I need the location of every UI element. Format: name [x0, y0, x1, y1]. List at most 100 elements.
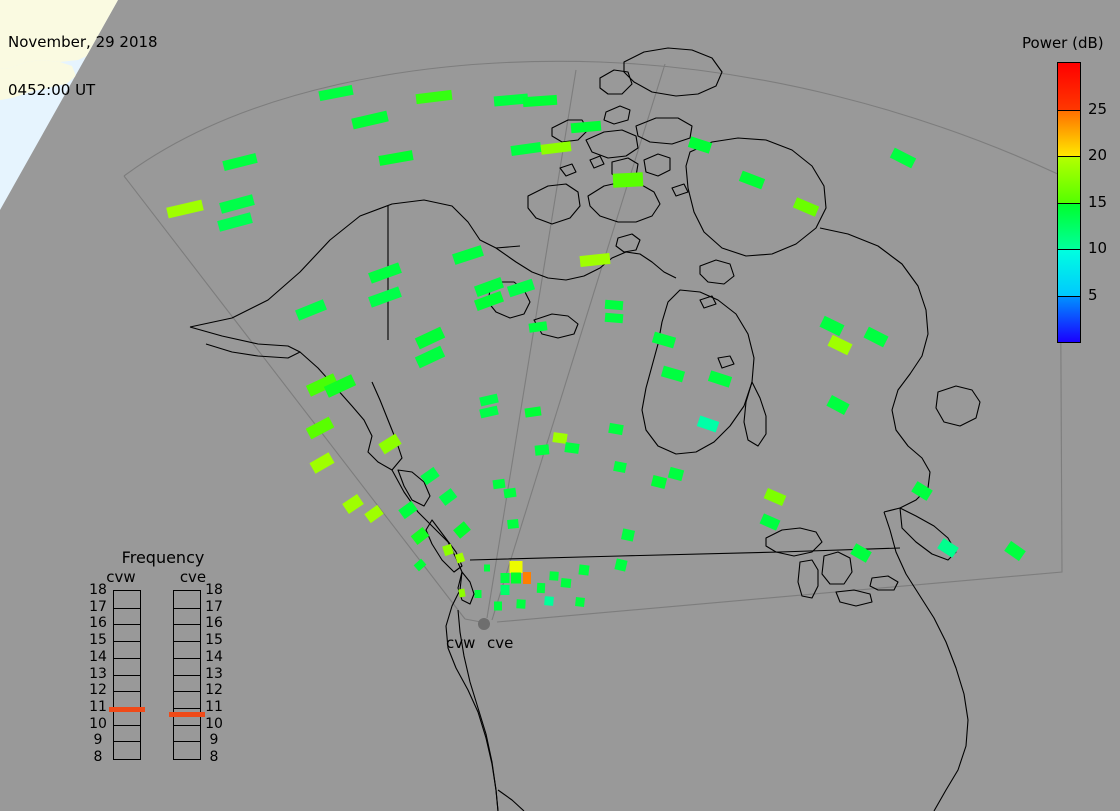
radar-cell	[323, 374, 357, 398]
border-49th-parallel	[469, 547, 901, 561]
radar-cell	[696, 415, 720, 433]
radar-cell	[398, 500, 418, 520]
radar-cell	[454, 552, 466, 564]
coast-small-isl-4	[699, 295, 717, 309]
radar-cell	[309, 452, 335, 474]
frequency-tick-17: 17	[205, 598, 223, 615]
frequency-gridline-16	[114, 624, 140, 626]
frequency-gridline-17	[114, 607, 140, 609]
radar-cell	[937, 538, 959, 558]
radar-station-marker	[478, 618, 490, 630]
frequency-gridline-13	[174, 674, 200, 676]
radar-cell	[564, 442, 580, 454]
radar-cell	[687, 136, 713, 154]
radar-cell	[614, 558, 628, 572]
frequency-tick-8: 8	[93, 749, 103, 765]
radar-cell	[166, 199, 204, 219]
timestamp-date: November, 29 2018	[8, 33, 158, 51]
colorbar-tick-labels: 25 20 15 10 5	[1088, 62, 1120, 343]
coast-axel-heiberg	[599, 69, 633, 95]
frequency-radar-name-cvw: cvw	[106, 568, 136, 586]
fov-cvw-west-edge	[123, 175, 466, 620]
coast-nwt-arctic	[495, 247, 677, 281]
coast-great-bear-lake	[487, 281, 531, 319]
radar-cell	[707, 370, 733, 388]
coast-ellesmere	[623, 47, 723, 97]
fov-boundaries	[123, 60, 1063, 623]
frequency-marker-cvw	[109, 706, 145, 712]
frequency-gridline-15	[174, 641, 200, 643]
radar-cell	[667, 466, 685, 482]
frequency-bar-cvw	[113, 590, 141, 760]
daylight-land-extra	[0, 60, 76, 102]
radar-cell	[738, 170, 766, 190]
coast-hudson-bay	[641, 289, 755, 455]
fov-cvw-bottom	[464, 618, 482, 623]
radar-cell	[511, 572, 521, 584]
frequency-tick-14: 14	[89, 648, 107, 665]
coast-bc-mainland	[391, 469, 499, 811]
fov-cvw-east-edge	[486, 69, 577, 619]
frequency-tick-16: 16	[205, 615, 223, 632]
colorbar-gradient-strip	[1057, 62, 1081, 343]
radar-cell	[827, 334, 853, 356]
radar-cell	[378, 150, 414, 166]
coast-king-william	[615, 233, 641, 253]
radar-cell	[492, 478, 506, 490]
radar-cell	[522, 94, 558, 108]
coast-newfoundland	[935, 385, 981, 427]
radar-cell	[474, 590, 482, 598]
colorbar-segment-5-10	[1058, 249, 1080, 296]
frequency-gridline-9	[174, 741, 200, 743]
frequency-tick-11: 11	[205, 698, 223, 715]
station-label-cve: cve	[487, 634, 514, 652]
station-label-cvw: cvw	[446, 634, 476, 652]
radar-cell	[415, 89, 453, 105]
radar-cell	[217, 212, 253, 232]
frequency-tick-12: 12	[89, 682, 107, 699]
radar-cell	[540, 141, 572, 155]
frequency-tick-13: 13	[205, 665, 223, 682]
colorbar-tick-20: 20	[1088, 146, 1108, 164]
coast-hudson-small	[717, 355, 735, 369]
radar-cell	[507, 518, 519, 530]
coast-bathurst-cornwallis	[603, 105, 631, 125]
radar-cell	[509, 561, 523, 573]
coast-lake-michigan	[797, 559, 819, 599]
radar-cell	[420, 466, 440, 486]
coast-victoria-island	[587, 181, 661, 223]
frequency-gridline-9	[114, 741, 140, 743]
colorbar-tick-15: 15	[1088, 192, 1108, 211]
coast-puget	[457, 571, 475, 605]
radar-cell	[479, 405, 499, 419]
radar-cell	[479, 393, 499, 407]
coast-bc-islands	[397, 469, 431, 507]
radar-cell	[911, 481, 933, 501]
frequency-tick-15: 15	[89, 632, 107, 649]
coast-lake-ontario	[869, 575, 899, 591]
frequency-tick-16: 16	[89, 615, 107, 632]
frequency-gridline-14	[114, 657, 140, 659]
coast-labrador	[819, 227, 931, 513]
radar-cell	[506, 278, 536, 298]
frequency-gridline-10	[114, 724, 140, 726]
radar-cell	[222, 153, 258, 171]
coast-small-isl-2	[589, 155, 605, 169]
frequency-gridline-11	[174, 707, 200, 709]
radar-cell	[414, 326, 446, 350]
radar-cell	[608, 422, 624, 436]
radar-cell	[305, 373, 339, 397]
coast-great-slave-lake	[533, 313, 579, 339]
coast-lake-huron	[821, 551, 853, 585]
radar-cell	[516, 599, 526, 609]
coast-james-bay	[743, 381, 767, 447]
fov-outer-arc	[123, 60, 1061, 177]
radar-cell	[438, 488, 458, 506]
frequency-legend-title: Frequency	[121, 548, 205, 567]
radar-cell	[613, 460, 627, 474]
radar-cell	[863, 326, 889, 348]
radar-cell	[413, 558, 427, 572]
radar-cell	[549, 571, 559, 581]
colorbar-tick-10: 10	[1088, 239, 1108, 257]
radar-cell	[368, 262, 402, 284]
